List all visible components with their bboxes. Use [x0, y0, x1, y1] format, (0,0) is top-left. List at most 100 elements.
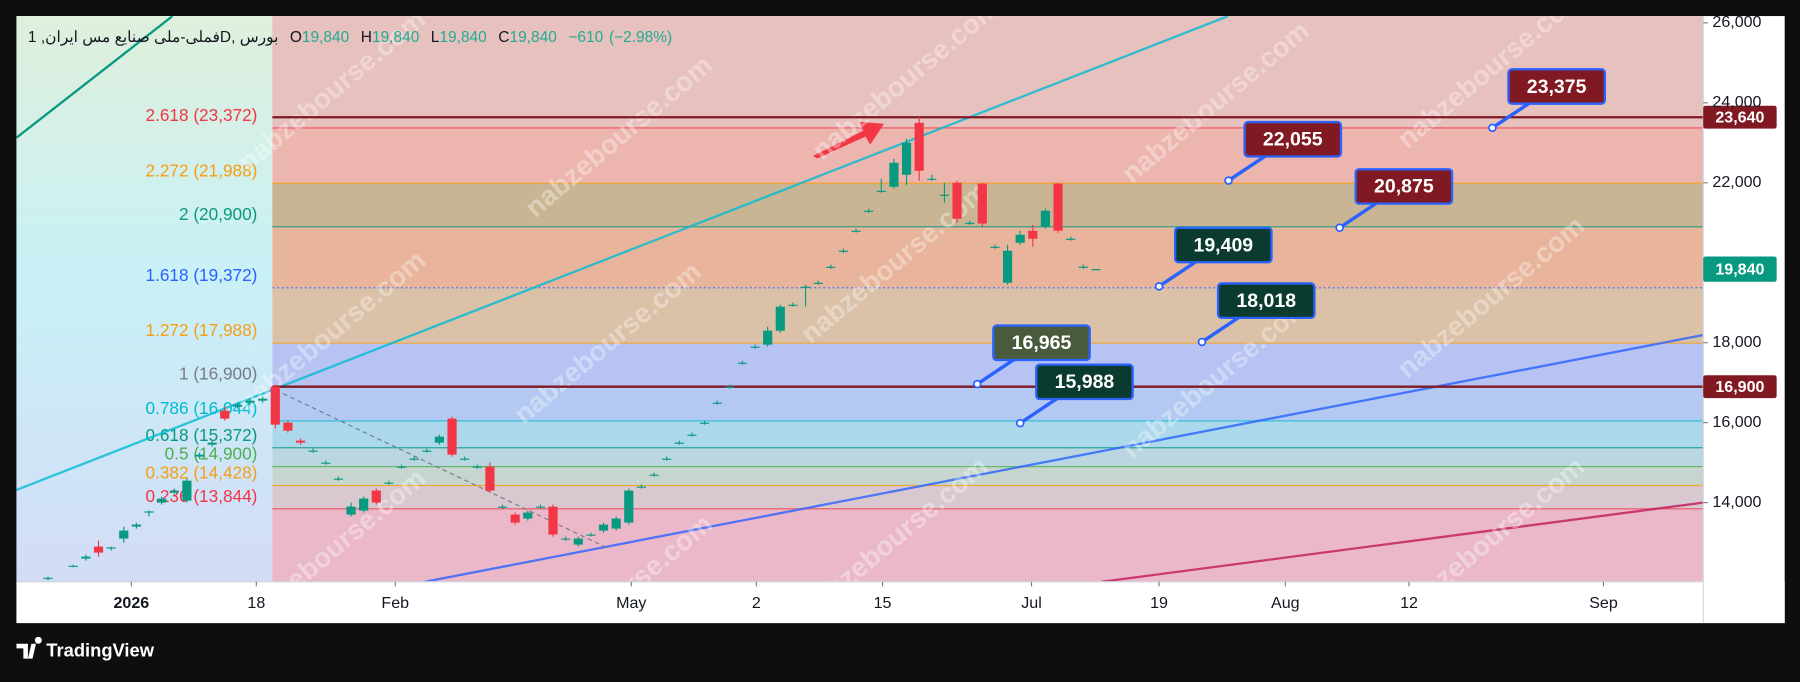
x-tick-label: Feb — [381, 594, 409, 612]
fib-label: 0.786 (16,044) — [146, 398, 258, 418]
candle-body — [1028, 230, 1038, 239]
candle-body — [1002, 250, 1013, 283]
ohlc-value: 19,840 — [509, 29, 556, 46]
callout-box — [1173, 226, 1273, 264]
trend-line — [16, 16, 1229, 492]
candle-body — [586, 534, 596, 536]
candle-body — [876, 190, 886, 192]
callout-anchor — [1224, 176, 1233, 185]
x-tick-label: 15 — [874, 594, 892, 612]
candle-body — [447, 418, 457, 455]
fib-label: 2 (20,900) — [179, 204, 257, 224]
candle-body — [965, 222, 975, 224]
candle-body — [497, 506, 508, 508]
callout-anchor — [972, 379, 982, 389]
brand: TradingView — [16, 636, 155, 661]
callout-anchor — [1335, 223, 1344, 233]
candle-body — [800, 286, 811, 288]
y-tick-label: 22,000 — [1712, 173, 1761, 191]
x-tick-label: 19 — [1150, 594, 1168, 612]
ohlc-key: H — [361, 29, 372, 46]
x-tick-label: May — [616, 594, 646, 612]
callout-label: 19,409 — [1193, 234, 1253, 256]
callout-anchor — [1488, 123, 1497, 133]
candle-body — [510, 514, 520, 523]
candle-body — [1040, 210, 1051, 227]
arrow — [812, 121, 884, 159]
candle-body — [295, 440, 306, 443]
candle-body — [788, 304, 798, 306]
candle-body — [548, 506, 558, 535]
candle-body — [775, 306, 785, 331]
candle-body — [1091, 269, 1101, 271]
callout-box — [1243, 120, 1343, 158]
fib-zone — [272, 226, 1704, 288]
candle-body — [119, 530, 129, 539]
fib-label: 2.272 (21,988) — [146, 160, 258, 180]
candle-body — [333, 478, 343, 480]
callout-anchor — [1015, 418, 1025, 428]
price-tag — [1703, 375, 1777, 399]
price-tag-label: 16,900 — [1715, 378, 1764, 396]
candle-body — [636, 486, 647, 488]
fib-label: 0.618 (15,372) — [146, 425, 258, 445]
candle-body — [346, 506, 356, 515]
candle-body — [258, 398, 268, 401]
ohlc-key: C — [498, 29, 509, 46]
candle-body — [939, 194, 950, 196]
candle-body — [712, 402, 722, 404]
candle-body — [535, 506, 546, 508]
fib-zone — [272, 447, 1704, 467]
candle-body — [308, 450, 318, 452]
last-price-label: 19,840 — [1715, 261, 1764, 279]
candle-body — [598, 524, 609, 531]
fib-label: 0.382 (14,428) — [146, 463, 258, 483]
candle-body — [460, 458, 470, 460]
last-price-tag — [1703, 256, 1777, 282]
candle-body — [952, 182, 962, 219]
candle-body — [131, 524, 141, 527]
candle-body — [93, 546, 104, 553]
callout-label: 18,018 — [1236, 290, 1296, 312]
candle-body — [106, 547, 116, 549]
callout-box — [1507, 68, 1606, 105]
candle-body — [662, 458, 672, 460]
candle-body — [422, 450, 432, 452]
candle-body — [371, 490, 381, 503]
candle-body — [485, 466, 495, 491]
y-tick-label: 18,000 — [1712, 333, 1761, 351]
candle-body — [624, 490, 634, 523]
x-tick-label: Sep — [1589, 594, 1618, 612]
fib-zone — [272, 183, 1704, 227]
left-zone — [16, 16, 273, 582]
fib-label: 1.272 (17,988) — [146, 320, 258, 340]
candle-body — [1053, 183, 1063, 231]
fib-zone — [272, 127, 1704, 184]
candle-body — [914, 122, 924, 171]
callout-box — [1035, 363, 1134, 401]
fib-label: 0.236 (13,844) — [146, 486, 258, 506]
trend-line — [424, 333, 1704, 582]
candle-body — [359, 498, 369, 511]
legend-header: فملی-ملی صنایع مس ایران, 1D, بورس O19,840… — [28, 29, 672, 46]
x-tick-label: 12 — [1400, 594, 1418, 612]
symbol: فملی-ملی صنایع مس ایران, 1D, بورس — [28, 29, 278, 46]
candle-body — [851, 230, 861, 232]
candle-body — [699, 422, 710, 424]
y-tick-label: 24,000 — [1712, 93, 1761, 111]
x-tick-label: Aug — [1271, 594, 1300, 612]
fib-label: 1.618 (19,372) — [146, 265, 258, 285]
fib-zone — [272, 343, 1704, 387]
callout-anchor — [1154, 282, 1164, 291]
candle-body — [523, 512, 533, 519]
y-tick-label: 26,000 — [1712, 13, 1761, 31]
candle-body — [144, 511, 154, 513]
callout-pointer — [1158, 257, 1202, 288]
fib-zone — [272, 386, 1704, 421]
price-tag-label: 23,640 — [1715, 109, 1764, 127]
candle-body — [157, 498, 167, 503]
candle-body — [649, 474, 659, 476]
x-tick-label: 2 — [752, 594, 761, 612]
change: −610 — [568, 29, 603, 46]
candle-body — [826, 266, 836, 268]
